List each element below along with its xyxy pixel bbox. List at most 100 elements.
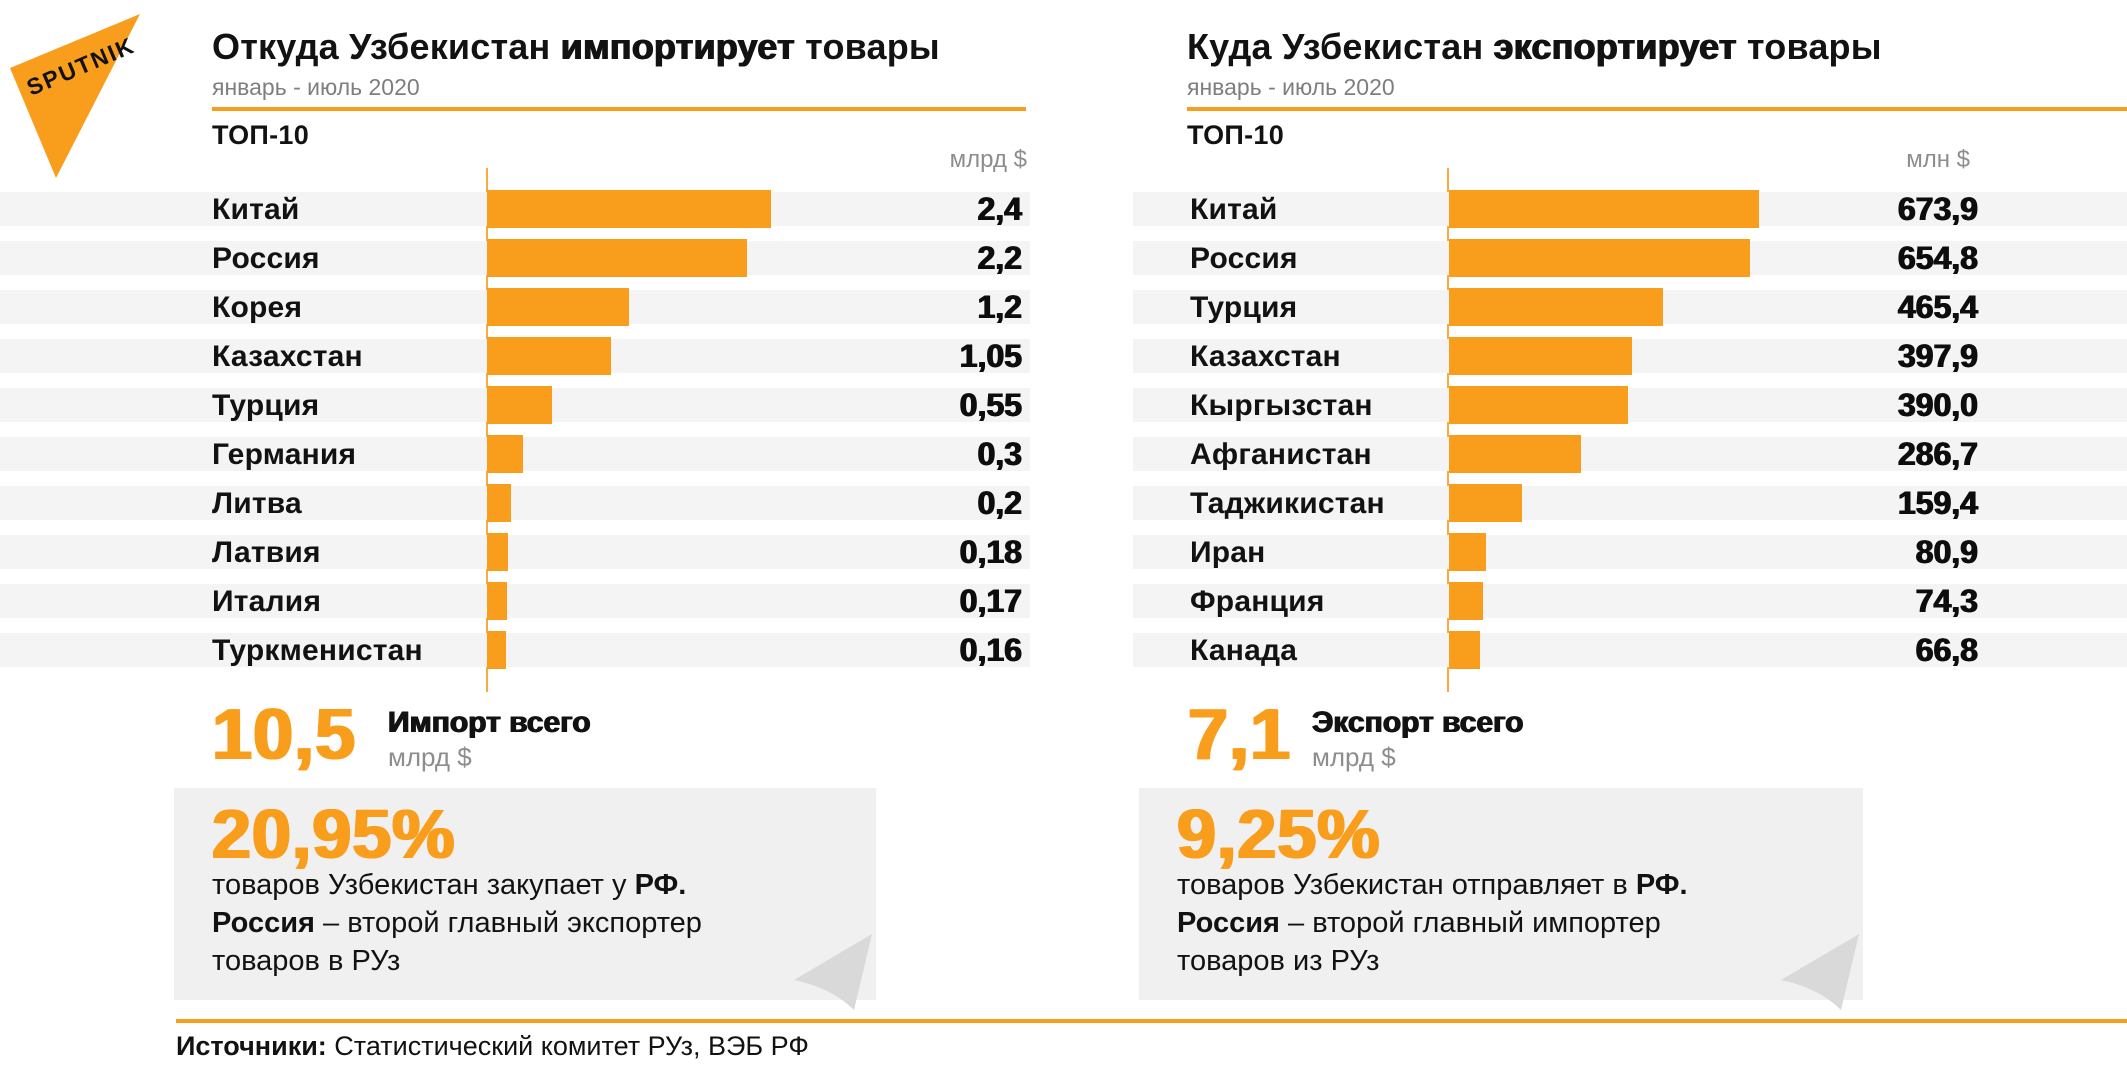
source-label: Источники: (176, 1031, 327, 1061)
highlight-line1: товаров Узбекистан отправляет в (1177, 869, 1636, 901)
value-bar (487, 533, 508, 571)
country-label: Кыргызстан (1190, 389, 1373, 422)
import-total-value: 10,5 (212, 695, 357, 775)
chart-row: Германия 0,3 (0, 430, 1030, 479)
country-label: Германия (212, 438, 357, 471)
export-top10-label: ТОП-10 (1187, 120, 1285, 150)
highlight-line2: – второй главный экспортер (314, 907, 702, 939)
highlight-line1-bold: РФ. (634, 869, 687, 901)
country-label: Казахстан (1190, 340, 1341, 373)
value-label: 74,3 (1915, 583, 1978, 619)
accent-divider (1187, 107, 2127, 111)
value-bar (1449, 582, 1483, 620)
country-label: Китай (212, 193, 300, 226)
folded-corner-icon (1781, 934, 1859, 1010)
value-label: 286,7 (1897, 436, 1978, 472)
value-label: 0,17 (959, 583, 1022, 619)
value-label: 654,8 (1897, 240, 1978, 276)
import-highlight-percent: 20,95% (212, 795, 456, 873)
export-highlight-percent: 9,25% (1177, 795, 1381, 873)
import-total-label: Импорт всего (388, 706, 591, 739)
export-axis-line (1447, 168, 1449, 692)
value-bar (1449, 337, 1632, 375)
value-bar (487, 484, 511, 522)
country-label: Россия (1190, 242, 1298, 275)
import-unit-label: млрд $ (949, 146, 1027, 173)
chart-row: Казахстан 397,9 (1133, 332, 2127, 381)
country-label: Турция (212, 389, 320, 422)
chart-row: Латвия 0,18 (0, 528, 1030, 577)
title-prefix: Куда Узбекистан (1187, 26, 1494, 67)
export-unit-label: млн $ (1906, 146, 1970, 173)
value-bar (1449, 631, 1480, 669)
value-label: 1,2 (977, 289, 1022, 325)
import-highlight-box: 20,95% товаров Узбекистан закупает у РФ.… (174, 788, 876, 1010)
country-label: Корея (212, 291, 303, 324)
chart-row: Литва 0,2 (0, 479, 1030, 528)
row-stripe (1133, 388, 2127, 422)
value-label: 0,3 (977, 436, 1022, 472)
value-bar (487, 337, 611, 375)
country-label: Латвия (212, 536, 321, 569)
export-total-label: Экспорт всего (1312, 706, 1524, 739)
chart-row: Китай 2,4 (0, 185, 1030, 234)
chart-row: Кыргызстан 390,0 (1133, 381, 2127, 430)
value-bar (1449, 239, 1750, 277)
title-suffix: товары (1736, 26, 1882, 67)
value-label: 80,9 (1915, 534, 1978, 570)
country-label: Литва (212, 487, 302, 520)
value-bar (1449, 190, 1759, 228)
chart-row: Турция 0,55 (0, 381, 1030, 430)
value-label: 390,0 (1897, 387, 1978, 423)
value-label: 0,55 (959, 387, 1022, 423)
import-period: январь - июль 2020 (212, 74, 420, 100)
value-bar (1449, 288, 1663, 326)
country-label: Таджикистан (1190, 487, 1385, 520)
country-label: Италия (212, 585, 322, 618)
export-title: Куда Узбекистан экспортирует товары (1187, 26, 1882, 68)
value-label: 673,9 (1897, 191, 1978, 227)
chart-row: Туркменистан 0,16 (0, 626, 1030, 675)
value-label: 159,4 (1897, 485, 1978, 521)
logo-triangle (10, 14, 140, 178)
row-stripe (1133, 486, 2127, 520)
highlight-line2-bold: Россия (212, 907, 315, 939)
country-label: Россия (212, 242, 320, 275)
value-label: 465,4 (1897, 289, 1978, 325)
country-label: Турция (1190, 291, 1298, 324)
value-label: 0,18 (959, 534, 1022, 570)
value-bar (487, 288, 629, 326)
country-label: Китай (1190, 193, 1278, 226)
folded-corner-icon (794, 934, 872, 1010)
highlight-line1-bold: РФ. (1635, 869, 1688, 901)
title-prefix: Откуда Узбекистан (212, 26, 561, 67)
value-bar (1449, 533, 1486, 571)
chart-row: Россия 2,2 (0, 234, 1030, 283)
chart-row: Россия 654,8 (1133, 234, 2127, 283)
country-label: Афганистан (1190, 438, 1372, 471)
import-top10-label: ТОП-10 (212, 120, 310, 150)
row-stripe (0, 535, 1030, 569)
accent-divider (212, 107, 1026, 111)
export-highlight-text: товаров Узбекистан отправляет в РФ. Росс… (1177, 866, 1688, 980)
footer-divider (176, 1019, 2127, 1023)
value-bar (1449, 386, 1628, 424)
highlight-line3: товаров из РУз (1177, 945, 1380, 977)
chart-row: Турция 465,4 (1133, 283, 2127, 332)
chart-row: Италия 0,17 (0, 577, 1030, 626)
value-label: 2,4 (977, 191, 1022, 227)
country-label: Иран (1190, 536, 1266, 569)
value-bar (1449, 484, 1522, 522)
country-label: Туркменистан (212, 634, 423, 667)
highlight-line3: товаров в РУз (212, 945, 401, 977)
value-bar (487, 386, 552, 424)
title-emphasis: экспортирует (1493, 26, 1737, 67)
value-bar (487, 435, 523, 473)
value-bar (1449, 435, 1581, 473)
row-stripe (0, 486, 1030, 520)
import-axis-line (486, 168, 488, 692)
highlight-line1: товаров Узбекистан закупает у (212, 869, 635, 901)
value-bar (487, 582, 507, 620)
value-bar (487, 190, 771, 228)
chart-row: Иран 80,9 (1133, 528, 2127, 577)
